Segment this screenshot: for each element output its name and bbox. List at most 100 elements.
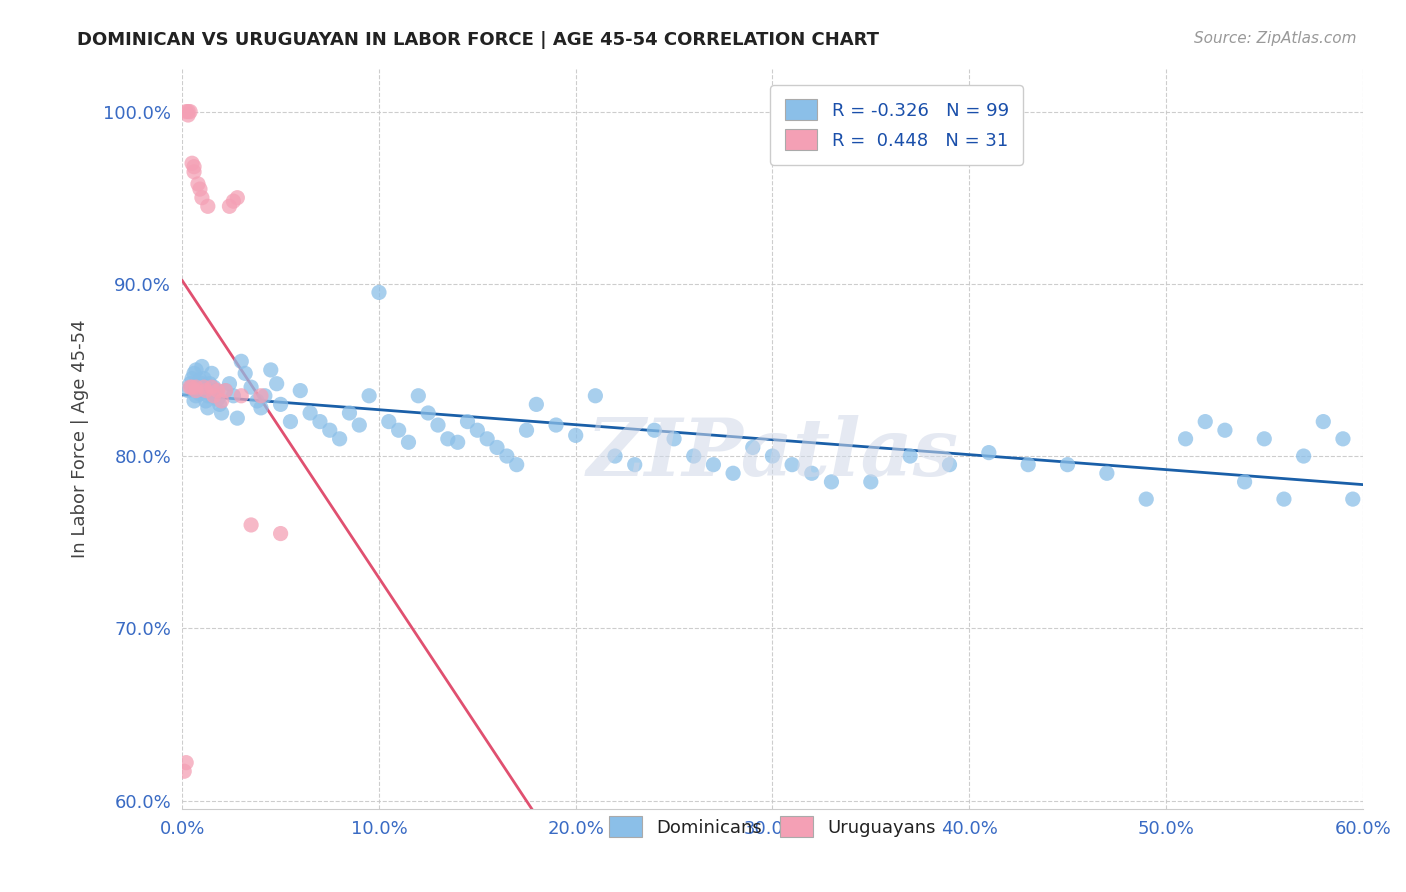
Point [184,363,207,377]
Point [183,160,205,174]
Point [188,373,211,387]
Point [859,475,882,489]
Point [174,104,197,119]
Point [820,475,842,489]
Point [564,428,586,442]
Point [173,764,195,779]
Point [280,415,302,429]
Point [202,380,225,394]
Point [1135,492,1157,507]
Point [898,449,921,463]
Point [183,393,205,408]
Point [187,380,209,394]
Point [319,423,342,437]
Point [524,397,547,411]
Point [250,389,273,403]
Point [1095,467,1118,481]
Point [181,380,204,394]
Point [515,423,537,437]
Point [222,389,245,403]
Point [1253,432,1275,446]
Point [204,384,226,398]
Point [1174,432,1197,446]
Point [194,380,217,394]
Point [207,392,229,407]
Point [780,458,803,472]
Point [218,199,240,213]
Point [1056,458,1078,472]
Point [250,401,273,415]
Point [198,376,221,391]
Point [214,384,236,398]
Point [177,104,200,119]
Legend: Dominicans, Uruguayans: Dominicans, Uruguayans [602,809,943,845]
Text: ZIPatlas: ZIPatlas [586,415,959,492]
Point [349,418,371,433]
Point [378,415,401,429]
Point [299,406,322,420]
Point [800,467,823,481]
Point [623,458,645,472]
Point [368,285,391,300]
Point [359,389,381,403]
Point [741,441,763,455]
Text: DOMINICAN VS URUGUAYAN IN LABOR FORCE | AGE 45-54 CORRELATION CHART: DOMINICAN VS URUGUAYAN IN LABOR FORCE | … [77,31,879,49]
Point [187,384,209,398]
Point [183,367,205,381]
Point [408,389,430,403]
Point [643,423,665,437]
Point [208,397,231,411]
Point [505,458,527,472]
Point [447,435,470,450]
Point [174,756,197,770]
Point [457,415,479,429]
Point [226,191,249,205]
Point [1341,492,1364,507]
Point [253,389,276,403]
Point [177,384,200,398]
Point [197,401,219,415]
Point [721,467,744,481]
Point [603,449,626,463]
Point [938,458,960,472]
Point [211,406,233,420]
Point [1312,415,1334,429]
Point [1331,432,1354,446]
Point [231,389,253,403]
Point [437,432,460,446]
Point [427,418,450,433]
Point [179,104,201,119]
Point [1194,415,1216,429]
Point [181,156,204,170]
Point [485,441,508,455]
Y-axis label: In Labor Force | Age 45-54: In Labor Force | Age 45-54 [72,319,89,558]
Point [184,380,207,394]
Point [246,393,269,408]
Point [270,397,292,411]
Point [214,384,236,398]
Point [240,380,263,394]
Point [309,415,332,429]
Point [197,199,219,213]
Point [211,393,233,408]
Point [339,406,361,420]
Point [398,435,420,450]
Point [682,449,704,463]
Point [218,376,240,391]
Point [1233,475,1256,489]
Point [226,411,249,425]
Point [1272,492,1295,507]
Point [181,371,204,385]
Point [662,432,685,446]
Point [183,165,205,179]
Point [1292,449,1315,463]
Point [202,389,225,403]
Point [465,423,488,437]
Point [207,384,229,398]
Point [194,393,217,408]
Point [194,384,217,398]
Point [702,458,724,472]
Point [270,526,292,541]
Point [240,518,263,533]
Point [231,354,253,368]
